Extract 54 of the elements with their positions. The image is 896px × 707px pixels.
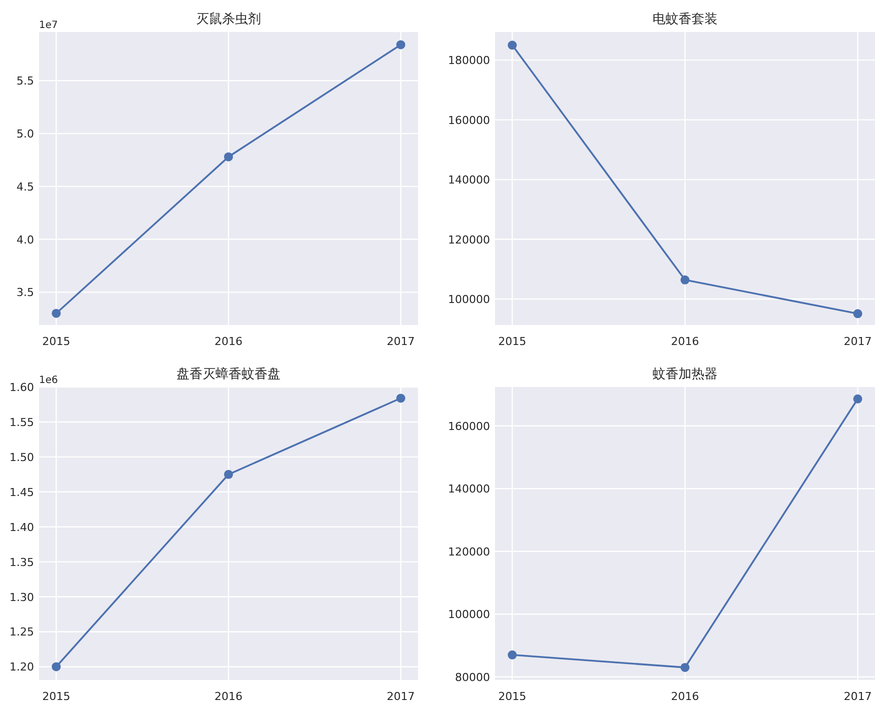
x-tick-label: 2016 <box>214 335 242 348</box>
y-tick-label: 1.25 <box>10 626 34 639</box>
y-tick-label: 1.50 <box>10 450 34 464</box>
point <box>508 650 517 660</box>
y-tick-label: 100000 <box>448 293 490 306</box>
chart-title: 电蚊香套装 <box>652 12 718 27</box>
chart-title: 灭鼠杀虫剂 <box>196 11 261 27</box>
text: 1e6 <box>39 375 58 386</box>
y-tick-label: 100000 <box>448 608 490 622</box>
y-tick-label: 80000 <box>455 670 490 684</box>
y-tick-label: 3.5 <box>16 286 34 300</box>
text: 1e7 <box>39 20 58 31</box>
y-tick-label: 4.0 <box>16 233 34 246</box>
y-tick-label: 120000 <box>448 545 490 558</box>
y-tick-label: 160000 <box>448 420 490 433</box>
point <box>853 394 862 404</box>
chart-title: 蚊香加热器 <box>652 367 718 382</box>
x-tick-label: 2015 <box>42 335 70 348</box>
y-tick-label: 5.5 <box>16 74 34 88</box>
point <box>680 275 690 284</box>
y-tick-label: 140000 <box>448 482 490 496</box>
x-tick-label: 2016 <box>671 690 699 703</box>
x-tick-label: 2017 <box>386 690 415 703</box>
x-tick-label: 2017 <box>844 690 872 703</box>
chart-title: 盘香灭蟑香蚊香盘 <box>176 367 280 382</box>
x-tick-label: 2017 <box>844 335 872 348</box>
point <box>396 394 406 403</box>
y-tick-label: 1.30 <box>10 590 34 604</box>
y-tick-label: 160000 <box>448 114 490 127</box>
x-tick-label: 2016 <box>671 335 699 348</box>
point <box>508 40 517 50</box>
x-tick-label: 2015 <box>498 335 526 348</box>
y-tick-label: 1.55 <box>10 416 34 429</box>
x-tick-label: 2015 <box>498 690 526 703</box>
point <box>52 308 61 318</box>
y-tick-label: 1.40 <box>10 520 34 534</box>
point <box>853 309 862 318</box>
y-tick-label: 1.45 <box>10 486 34 499</box>
x-tick-label: 2017 <box>386 335 415 348</box>
point <box>52 662 61 672</box>
point <box>396 40 406 50</box>
x-tick-label: 2016 <box>214 690 242 703</box>
point <box>680 662 690 672</box>
y-tick-label: 180000 <box>448 54 490 68</box>
y-tick-label: 4.5 <box>16 180 34 194</box>
point <box>224 152 233 162</box>
point <box>224 470 233 479</box>
y-tick-label: 120000 <box>448 233 490 246</box>
y-tick-label: 1.20 <box>10 660 34 674</box>
y-tick-label: 1.60 <box>10 381 34 394</box>
y-tick-label: 1.35 <box>10 556 34 569</box>
y-tick-label: 5.0 <box>16 128 34 141</box>
x-tick-label: 2015 <box>42 690 70 703</box>
y-tick-label: 140000 <box>448 174 490 187</box>
